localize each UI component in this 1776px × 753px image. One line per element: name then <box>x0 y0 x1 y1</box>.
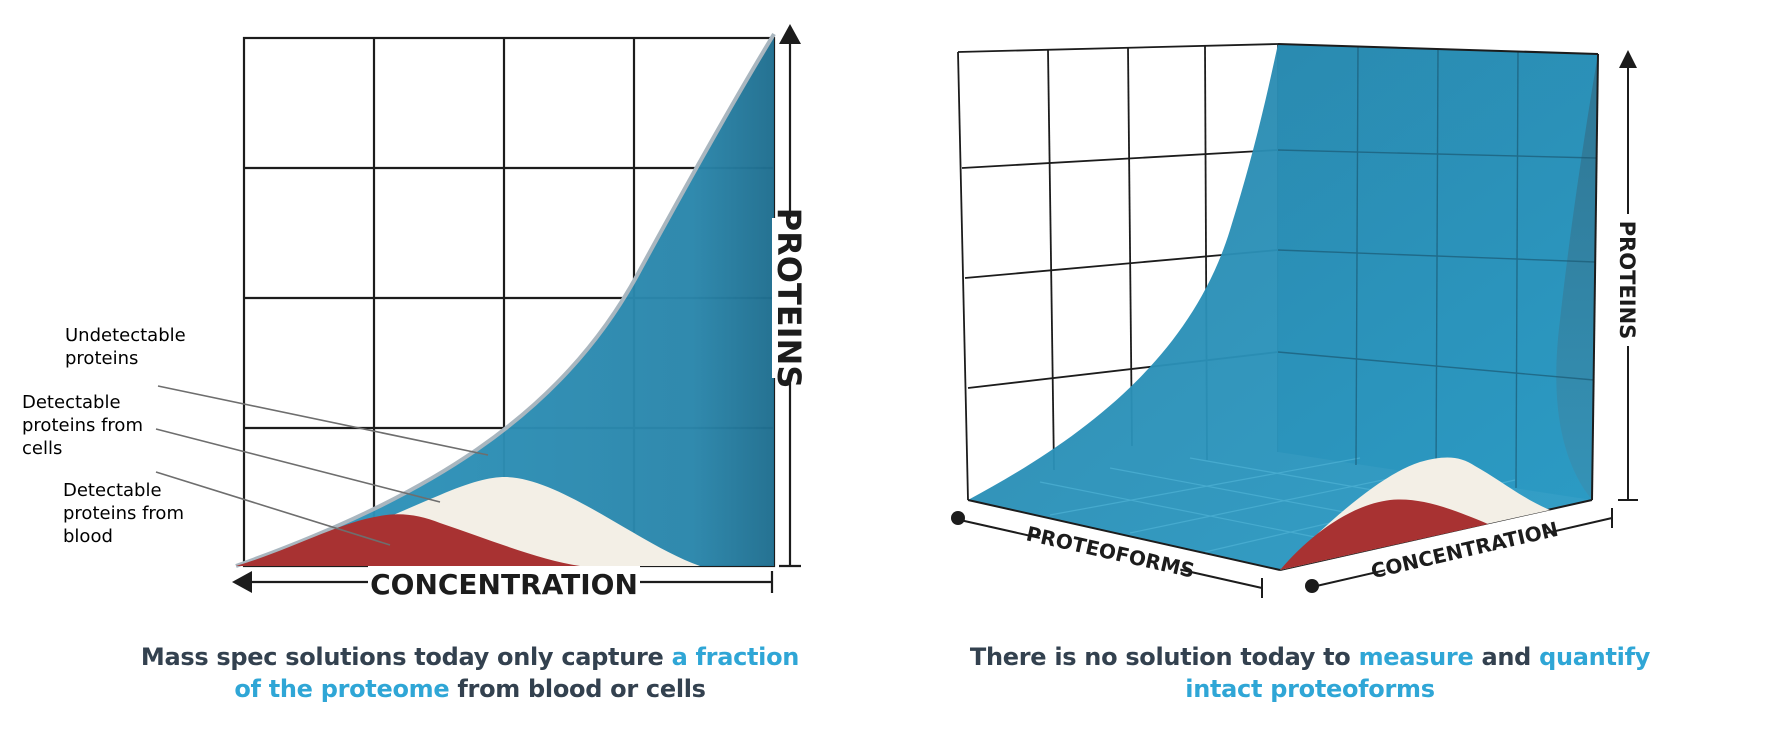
caption-highlight: measure <box>1358 643 1474 671</box>
right-y-axis-label: PROTEINS <box>1615 221 1639 340</box>
left-diagram: PROTEINS CONCENTRATION <box>155 24 808 601</box>
right-diagram: PROTEOFORMS CONCENTRATION PROTEINS <box>951 43 1644 598</box>
left-curve-edge <box>235 32 776 568</box>
label-detectable-blood: Detectable proteins from blood <box>63 479 184 548</box>
label-line: proteins <box>65 348 139 369</box>
caption-highlight: a fraction <box>671 643 800 671</box>
left-proteome-area <box>236 34 774 566</box>
label-line: Detectable <box>22 392 121 413</box>
left-y-axis: PROTEINS <box>770 24 808 568</box>
caption-highlight: quantify <box>1539 643 1651 671</box>
right-y-axis: PROTEINS <box>1612 50 1644 501</box>
left-caption: Mass spec solutions today only capture a… <box>140 641 800 705</box>
caption-text: Mass spec solutions today only capture <box>140 643 672 671</box>
caption-highlight: of the proteome <box>234 675 450 703</box>
label-line: proteins from <box>63 503 184 524</box>
right-blood-hump <box>1280 499 1488 570</box>
caption-text: There is no solution today to <box>969 643 1359 671</box>
label-undetectable-proteins: Undetectable proteins <box>65 324 186 370</box>
right-proteome-surface <box>968 44 1598 570</box>
label-line: cells <box>22 438 63 459</box>
label-detectable-cells: Detectable proteins from cells <box>22 391 143 460</box>
left-y-axis-label: PROTEINS <box>770 208 808 389</box>
label-line: proteins from <box>22 415 143 436</box>
caption-text: from blood or cells <box>449 675 706 703</box>
right-caption: There is no solution today to measure an… <box>960 641 1660 705</box>
right-back-wall-grid <box>1277 45 1597 489</box>
left-x-axis-label: CONCENTRATION <box>370 568 638 601</box>
left-blood-hump <box>236 514 580 566</box>
label-line: blood <box>63 526 113 547</box>
left-leader-lines <box>155 385 489 546</box>
caption-highlight: intact proteoforms <box>1185 675 1435 703</box>
caption-text: and <box>1473 643 1540 671</box>
label-line: Undetectable <box>65 325 186 346</box>
left-x-axis: CONCENTRATION <box>232 566 774 601</box>
label-line: Detectable <box>63 480 162 501</box>
